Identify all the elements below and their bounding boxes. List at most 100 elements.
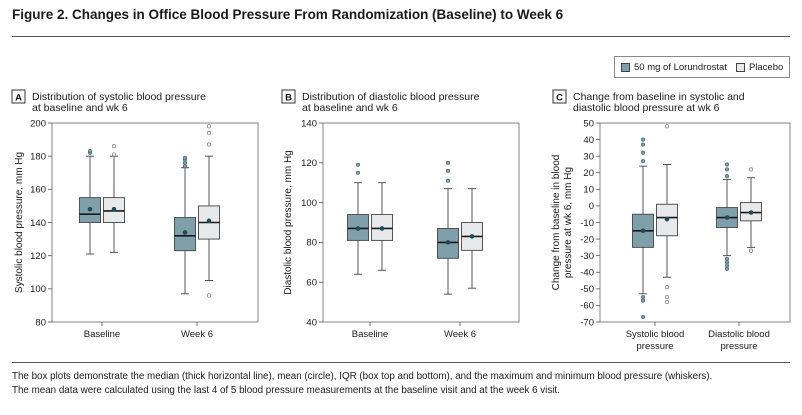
mean-marker-c-placebo-1 bbox=[748, 210, 754, 215]
panel-title-line2-a: at baseline and wk 6 bbox=[32, 102, 128, 114]
y-tick-label-b: 80 bbox=[306, 238, 317, 249]
y-tick-label-c: 20 bbox=[583, 168, 594, 179]
mean-marker-b-lorundrostat-1 bbox=[445, 240, 451, 245]
outlier-c-lorundrostat-0 bbox=[640, 150, 646, 155]
x-tick-label-a: Week 6 bbox=[181, 329, 213, 340]
outlier-c-placebo-0 bbox=[664, 124, 670, 129]
outlier-b-lorundrostat-1 bbox=[445, 178, 451, 183]
y-tick-label-c: -40 bbox=[580, 268, 594, 279]
y-axis-label-a: Systolic blood pressure, mm Hg bbox=[14, 152, 25, 293]
outlier-a-placebo-1 bbox=[206, 124, 212, 129]
y-tick-label-a: 80 bbox=[35, 317, 46, 328]
outlier-c-placebo-1 bbox=[748, 167, 754, 172]
legend-label-lorundrostat: 50 mg of Lorundrostat bbox=[634, 61, 727, 73]
mean-marker-a-lorundrostat-1 bbox=[182, 230, 188, 235]
outlier-a-lorundrostat-1 bbox=[182, 160, 188, 165]
outlier-c-lorundrostat-1 bbox=[724, 260, 730, 265]
title-divider bbox=[12, 36, 790, 37]
outlier-c-placebo-0 bbox=[664, 300, 670, 305]
y-tick-label-c: 10 bbox=[583, 185, 594, 196]
y-tick-label-a: 100 bbox=[30, 284, 46, 295]
x-tick-label-line2-c: pressure bbox=[637, 341, 674, 352]
panel-badge-b bbox=[281, 89, 296, 104]
y-tick-label-b: 40 bbox=[306, 317, 317, 328]
outlier-a-placebo-1 bbox=[206, 130, 212, 136]
panel-title-line1-b: Distribution of diastolic blood pressure bbox=[302, 91, 480, 103]
outlier-b-lorundrostat-1 bbox=[445, 168, 451, 173]
y-tick-label-a: 180 bbox=[30, 151, 46, 162]
plot-frame-c bbox=[599, 122, 791, 323]
legend: 50 mg of Lorundrostat Placebo bbox=[614, 56, 790, 78]
y-axis-label-line2-c: pressure at wk 6, mm Hg bbox=[563, 167, 574, 278]
outlier-c-lorundrostat-0 bbox=[640, 298, 646, 303]
panel-badge-label-a: A bbox=[15, 93, 22, 104]
outlier-b-lorundrostat-0 bbox=[355, 162, 361, 167]
outlier-c-lorundrostat-1 bbox=[724, 256, 730, 262]
figure-caption: The box plots demonstrate the median (th… bbox=[12, 370, 790, 398]
legend-label-placebo: Placebo bbox=[748, 61, 784, 73]
y-tick-label-a: 200 bbox=[30, 118, 46, 129]
x-tick-label-b: Baseline bbox=[352, 329, 388, 340]
x-tick-label-line1-c: Diastolic blood bbox=[708, 329, 770, 340]
y-tick-label-c: 50 bbox=[583, 118, 594, 129]
outlier-c-lorundrostat-0 bbox=[640, 159, 646, 164]
y-axis-label-b: Diastolic blood pressure, mm Hg bbox=[283, 150, 294, 295]
panel-title-line1-a: Distribution of systolic blood pressure bbox=[32, 91, 206, 103]
outlier-c-lorundrostat-1 bbox=[724, 263, 730, 268]
outlier-c-lorundrostat-1 bbox=[724, 162, 730, 167]
mean-marker-b-placebo-0 bbox=[379, 226, 385, 231]
outlier-a-lorundrostat-1 bbox=[182, 155, 188, 160]
outlier-c-lorundrostat-0 bbox=[640, 295, 646, 300]
x-tick-label-line1-c: Systolic blood bbox=[626, 329, 685, 340]
panel-title-line1-c: Change from baseline in systolic and bbox=[573, 91, 745, 103]
x-tick-label-line2-c: pressure bbox=[721, 341, 758, 352]
mean-marker-c-lorundrostat-0 bbox=[640, 228, 646, 234]
mean-marker-a-placebo-0 bbox=[111, 206, 117, 212]
caption-divider bbox=[12, 362, 790, 363]
mean-marker-a-placebo-1 bbox=[206, 218, 212, 224]
outlier-c-lorundrostat-0 bbox=[640, 314, 646, 320]
outlier-a-placebo-0 bbox=[111, 144, 117, 149]
y-tick-label-c: -20 bbox=[580, 234, 594, 245]
mean-marker-c-placebo-0 bbox=[664, 216, 670, 222]
y-tick-label-c: -70 bbox=[580, 317, 594, 328]
y-tick-label-b: 140 bbox=[301, 118, 317, 129]
outlier-c-lorundrostat-1 bbox=[724, 266, 730, 271]
outlier-a-placebo-0 bbox=[111, 152, 117, 157]
outlier-b-lorundrostat-1 bbox=[445, 160, 451, 165]
caption-line-2: The mean data were calculated using the … bbox=[12, 385, 560, 396]
outlier-c-placebo-0 bbox=[664, 285, 670, 290]
mean-marker-b-lorundrostat-0 bbox=[355, 226, 361, 231]
y-tick-label-c: 0 bbox=[589, 201, 594, 212]
legend-swatch-lorundrostat bbox=[621, 62, 630, 72]
panel-title-line2-c: diastolic blood pressure at wk 6 bbox=[573, 102, 720, 114]
outlier-c-lorundrostat-0 bbox=[640, 137, 646, 142]
outlier-a-lorundrostat-1 bbox=[182, 164, 188, 169]
x-tick-label-b: Week 6 bbox=[444, 329, 476, 340]
legend-entry-lorundrostat: 50 mg of Lorundrostat bbox=[621, 62, 727, 73]
y-tick-label-a: 120 bbox=[30, 251, 46, 262]
legend-entry-placebo: Placebo bbox=[735, 61, 784, 73]
mean-marker-a-lorundrostat-0 bbox=[87, 206, 93, 212]
panel-title-line2-b: at baseline and wk 6 bbox=[302, 102, 398, 114]
outlier-c-placebo-0 bbox=[664, 295, 670, 300]
y-tick-label-a: 160 bbox=[30, 185, 46, 196]
y-tick-label-c: -10 bbox=[580, 218, 594, 229]
y-axis-label-line1-c: Change from baseline in blood bbox=[551, 155, 562, 291]
mean-marker-b-placebo-1 bbox=[469, 234, 475, 239]
figure-title: Figure 2. Changes in Office Blood Pressu… bbox=[12, 7, 564, 22]
y-tick-label-b: 60 bbox=[306, 278, 317, 289]
outlier-c-placebo-1 bbox=[748, 248, 754, 253]
caption-line-1: The box plots demonstrate the median (th… bbox=[12, 371, 713, 382]
outlier-c-lorundrostat-1 bbox=[724, 167, 730, 172]
plot-frame-b bbox=[322, 122, 520, 323]
y-tick-label-c: -60 bbox=[580, 301, 594, 312]
box-plot-figure: A Distribution of systolic blood pressure… bbox=[11, 89, 791, 352]
outlier-c-lorundrostat-1 bbox=[724, 174, 730, 179]
panel-badge-label-b: B bbox=[285, 93, 292, 104]
outlier-a-lorundrostat-0 bbox=[87, 149, 93, 154]
outlier-a-placebo-1 bbox=[206, 293, 212, 298]
panel-badge-c bbox=[552, 89, 567, 104]
mean-marker-c-lorundrostat-1 bbox=[724, 215, 730, 220]
legend-swatch-placebo bbox=[735, 62, 745, 72]
